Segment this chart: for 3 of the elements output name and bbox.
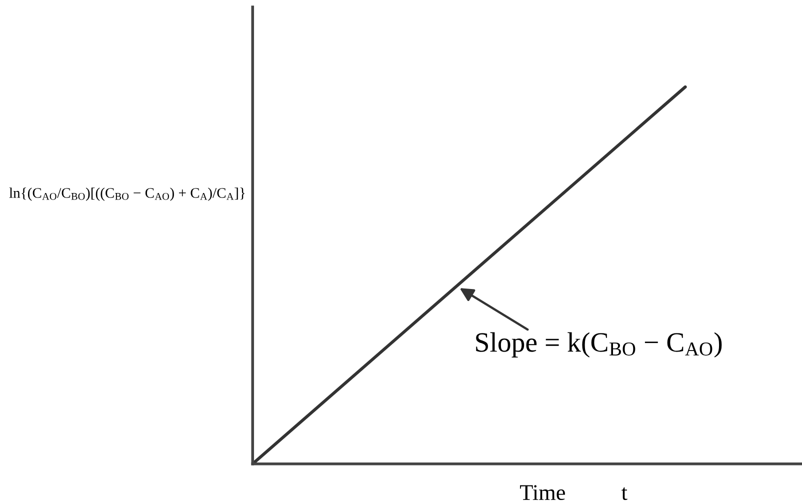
x-axis-title: Time t xyxy=(520,485,628,500)
annotation: Slope = k(C$_{BO}$ − C$_{AO}$) xyxy=(476,332,722,358)
text: ln{(C$_{AO}$/C$_{BO}$)[((C$_{BO}$ − C$_{AO}$) + C$_{A}$)/C$_{A}$]} xyxy=(9,188,245,201)
